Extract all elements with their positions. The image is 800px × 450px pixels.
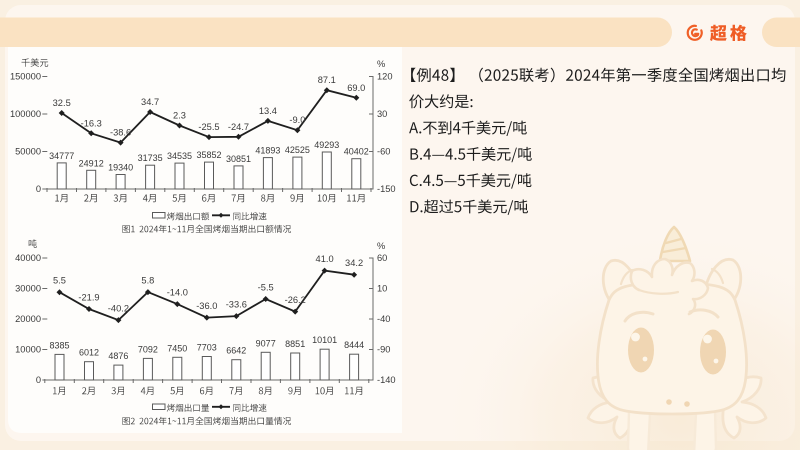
svg-text:-90: -90	[377, 345, 390, 355]
svg-text:%: %	[377, 59, 385, 69]
svg-text:0: 0	[36, 184, 41, 194]
svg-text:87.1: 87.1	[318, 75, 336, 85]
svg-text:-26.2: -26.2	[285, 295, 306, 305]
svg-text:31735: 31735	[138, 153, 163, 163]
svg-text:30851: 30851	[226, 154, 251, 164]
svg-text:10000: 10000	[15, 345, 41, 355]
svg-text:-21.9: -21.9	[78, 293, 99, 303]
svg-text:-33.6: -33.6	[226, 300, 247, 310]
svg-text:13.4: 13.4	[259, 106, 277, 116]
svg-text:10101: 10101	[312, 335, 337, 345]
svg-text:19340: 19340	[108, 163, 133, 173]
svg-text:10: 10	[377, 284, 387, 294]
svg-text:49293: 49293	[314, 140, 339, 150]
svg-text:-5.5: -5.5	[258, 283, 274, 293]
svg-text:34.2: 34.2	[345, 258, 363, 268]
svg-text:9077: 9077	[256, 338, 276, 348]
svg-text:-40.2: -40.2	[108, 304, 129, 314]
svg-text:5.5: 5.5	[53, 276, 66, 286]
svg-text:150000: 150000	[10, 72, 41, 82]
svg-text:%: %	[377, 241, 385, 251]
svg-text:8385: 8385	[49, 340, 69, 350]
svg-text:2.3: 2.3	[173, 111, 186, 121]
svg-text:8851: 8851	[285, 339, 305, 349]
svg-text:4876: 4876	[108, 351, 128, 361]
svg-text:120: 120	[377, 72, 393, 82]
svg-text:42525: 42525	[285, 145, 310, 155]
svg-text:6642: 6642	[226, 346, 246, 356]
svg-text:69.0: 69.0	[347, 83, 365, 93]
svg-text:30: 30	[377, 109, 387, 119]
svg-text:60: 60	[377, 253, 387, 263]
svg-text:-140: -140	[377, 375, 396, 385]
svg-text:7703: 7703	[197, 343, 217, 353]
svg-text:41893: 41893	[255, 146, 280, 156]
svg-text:34535: 34535	[167, 151, 192, 161]
svg-text:41.0: 41.0	[316, 254, 334, 264]
svg-text:24912: 24912	[79, 158, 104, 168]
svg-text:-24.7: -24.7	[228, 122, 249, 132]
svg-text:-9.0: -9.0	[289, 115, 305, 125]
svg-text:-25.5: -25.5	[198, 122, 219, 132]
svg-text:-36.0: -36.0	[196, 301, 217, 311]
svg-text:30000: 30000	[15, 284, 41, 294]
svg-text:40402: 40402	[344, 147, 369, 157]
svg-text:50000: 50000	[15, 147, 41, 157]
svg-text:100000: 100000	[10, 109, 41, 119]
svg-text:34.7: 34.7	[141, 97, 159, 107]
svg-text:8444: 8444	[344, 340, 364, 350]
svg-text:-16.3: -16.3	[81, 118, 102, 128]
svg-text:6012: 6012	[79, 348, 99, 358]
svg-text:0: 0	[36, 375, 41, 385]
svg-text:40000: 40000	[15, 253, 41, 263]
svg-text:32.5: 32.5	[53, 98, 71, 108]
svg-text:34777: 34777	[49, 151, 74, 161]
svg-text:-38.6: -38.6	[110, 128, 131, 138]
svg-text:7092: 7092	[138, 344, 158, 354]
svg-text:-40: -40	[377, 314, 390, 324]
svg-text:-60: -60	[377, 147, 390, 157]
svg-text:20000: 20000	[15, 314, 41, 324]
svg-text:7450: 7450	[167, 343, 187, 353]
svg-text:5.8: 5.8	[141, 276, 154, 286]
svg-text:-150: -150	[377, 184, 396, 194]
svg-text:-14.0: -14.0	[167, 288, 188, 298]
svg-text:35852: 35852	[196, 150, 221, 160]
